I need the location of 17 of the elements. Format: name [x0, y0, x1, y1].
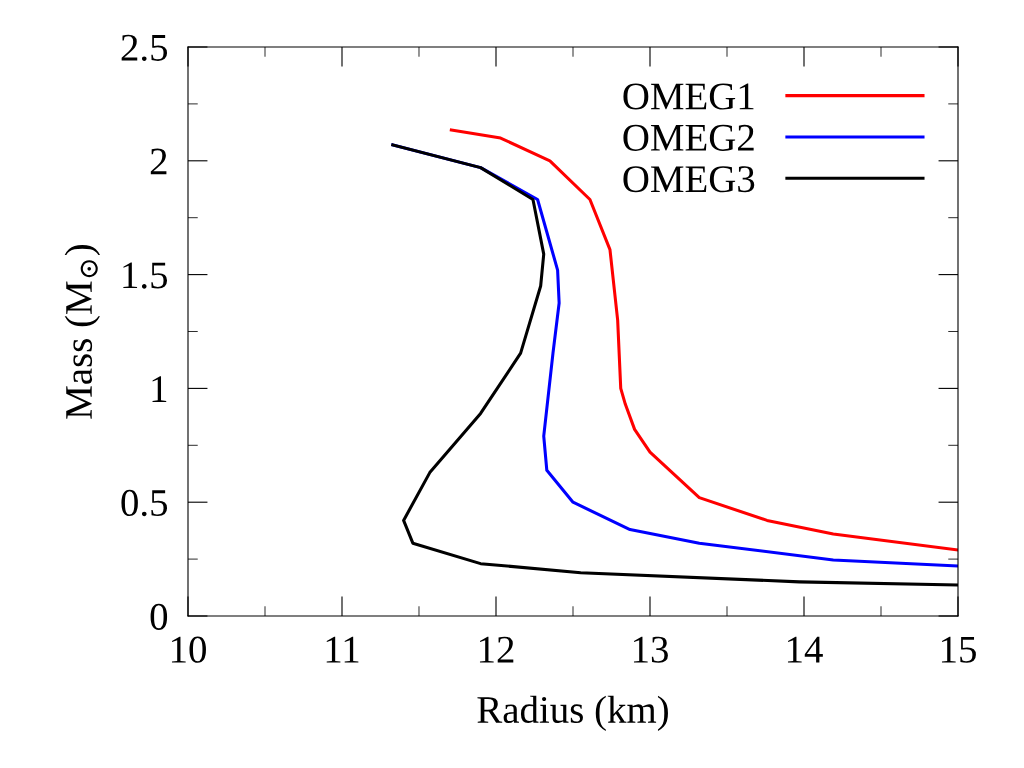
legend-label: OMEG3	[623, 166, 755, 193]
x-tick-label: 15	[941, 636, 976, 663]
x-tick-label: 13	[633, 636, 668, 663]
x-tick-label: 10	[171, 636, 206, 663]
y-tick-label: 0.5	[121, 489, 168, 517]
y-tick-label: 2	[150, 148, 167, 175]
legend-label: OMEG2	[623, 124, 754, 151]
y-tick-label: 0	[150, 603, 168, 630]
x-tick-label: 14	[787, 636, 823, 663]
x-axis-title: Radius (km)	[477, 695, 668, 731]
y-tick-label: 1.5	[123, 262, 168, 289]
legend-label: OMEG1	[623, 83, 754, 110]
y-tick-label: 1	[152, 376, 167, 402]
y-tick-label: 2.5	[121, 34, 168, 62]
x-tick-label: 11	[326, 636, 359, 663]
x-tick-label: 12	[479, 636, 514, 663]
y-axis-title: Mass (M$_{⊙}$)	[64, 245, 100, 419]
